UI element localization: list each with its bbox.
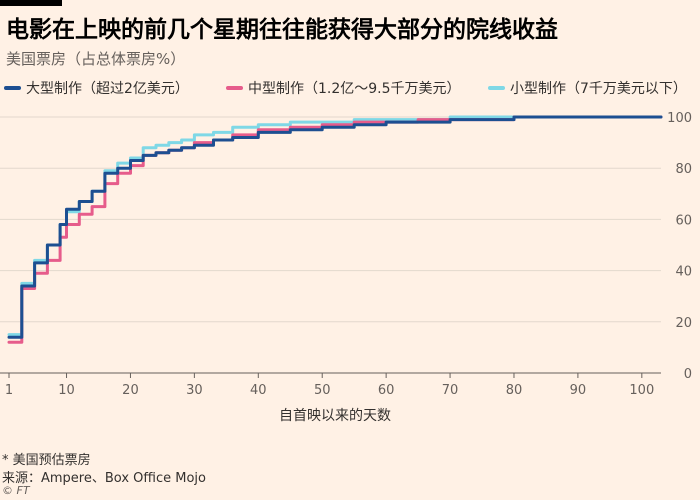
ft-credit: © FT — [2, 484, 30, 497]
legend-swatch-medium — [226, 86, 243, 90]
x-tick-label: 20 — [122, 383, 139, 398]
source-note: 来源：Ampere、Box Office Mojo — [2, 471, 206, 486]
legend-item-small: 小型制作（7千万美元以下） — [488, 78, 687, 98]
y-tick-label: 60 — [675, 213, 692, 228]
y-tick-label: 40 — [675, 265, 692, 280]
x-tick-label: 1 — [5, 383, 13, 398]
x-tick-label: 40 — [250, 383, 267, 398]
series-line-large — [7, 115, 663, 339]
legend-swatch-small — [488, 86, 505, 90]
legend-label-small: 小型制作（7千万美元以下） — [510, 81, 687, 97]
ft-top-bar — [0, 0, 62, 6]
y-tick-label: 80 — [675, 162, 692, 177]
legend-item-large: 大型制作（超过2亿美元） — [4, 78, 189, 98]
x-tick-label: 30 — [186, 383, 203, 398]
x-tick-label: 70 — [442, 383, 459, 398]
footnote: * 美国预估票房 — [2, 453, 91, 468]
y-tick-label: 0 — [684, 367, 692, 382]
series-line-small — [7, 115, 663, 337]
legend-label-large: 大型制作（超过2亿美元） — [26, 81, 189, 97]
legend-item-medium: 中型制作（1.2亿～9.5千万美元） — [226, 78, 461, 98]
x-axis-title: 自首映以来的天数 — [279, 408, 391, 424]
legend-swatch-large — [4, 86, 21, 90]
series-line-medium — [7, 115, 663, 344]
x-tick-label: 90 — [570, 383, 587, 398]
legend-label-medium: 中型制作（1.2亿～9.5千万美元） — [248, 81, 461, 97]
chart-title: 电影在上映的前几个星期往往能获得大部分的院线收益 — [6, 17, 558, 43]
y-tick-label: 20 — [675, 316, 692, 331]
line-chart: 0 20 40 60 80 100 1 10 20 30 40 50 60 70 80 90 100 自首映以来的… — [0, 111, 692, 424]
x-tick-label: 10 — [58, 383, 75, 398]
x-tick-label: 80 — [506, 383, 523, 398]
y-tick-label: 100 — [667, 111, 692, 126]
x-tick-label: 50 — [314, 383, 331, 398]
x-tick-label: 60 — [378, 383, 395, 398]
chart-legend: 大型制作（超过2亿美元） 中型制作（1.2亿～9.5千万美元） 小型制作（7千万… — [4, 78, 700, 100]
chart-subtitle: 美国票房（占总体票房%） — [6, 50, 186, 68]
x-tick-label: 100 — [629, 383, 654, 398]
